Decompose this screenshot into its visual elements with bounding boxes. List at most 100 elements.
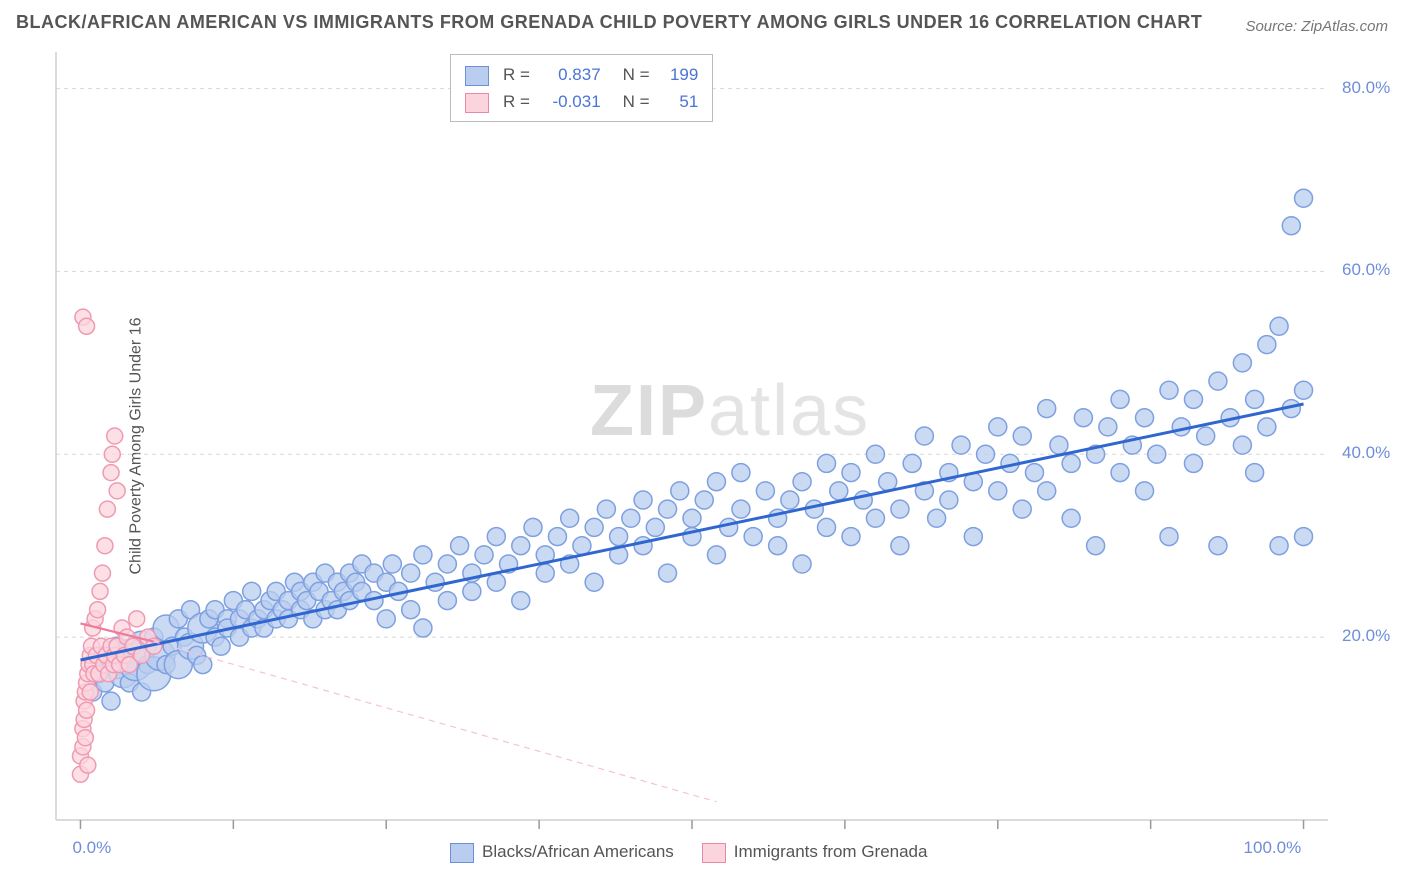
data-point [1160, 381, 1178, 399]
data-point [77, 730, 93, 746]
data-point [512, 537, 530, 555]
data-point [915, 427, 933, 445]
data-point [964, 528, 982, 546]
y-tick-label: 80.0% [1342, 78, 1390, 98]
data-point [1246, 390, 1264, 408]
data-point [475, 546, 493, 564]
data-point [377, 610, 395, 628]
data-point [866, 509, 884, 527]
data-point [842, 528, 860, 546]
scatter-plot [0, 0, 1406, 892]
data-point [818, 454, 836, 472]
data-point [536, 564, 554, 582]
data-point [107, 428, 123, 444]
data-point [1209, 537, 1227, 555]
data-point [1184, 390, 1202, 408]
data-point [129, 611, 145, 627]
data-point [1270, 317, 1288, 335]
data-point [1111, 464, 1129, 482]
legend-swatch [702, 843, 726, 863]
data-point [793, 473, 811, 491]
data-point [1013, 427, 1031, 445]
data-point [99, 501, 115, 517]
data-point [903, 454, 921, 472]
data-point [1013, 500, 1031, 518]
r-value: 0.837 [535, 61, 601, 88]
correlation-row: R = -0.031 N = 51 [465, 88, 698, 115]
data-point [1258, 418, 1276, 436]
data-point [866, 445, 884, 463]
n-label: N = [623, 92, 650, 111]
data-point [97, 538, 113, 554]
data-point [1062, 509, 1080, 527]
trend-line [80, 404, 1303, 660]
data-point [194, 656, 212, 674]
data-point [793, 555, 811, 573]
data-point [109, 483, 125, 499]
trend-line-extrapolated [154, 642, 717, 802]
data-point [1295, 528, 1313, 546]
n-value: 51 [654, 88, 698, 115]
data-point [414, 546, 432, 564]
x-tick-label: 0.0% [72, 838, 111, 858]
data-point [561, 509, 579, 527]
data-point [1148, 445, 1166, 463]
data-point [683, 509, 701, 527]
data-point [597, 500, 615, 518]
legend-label: Blacks/African Americans [482, 842, 674, 861]
data-point [671, 482, 689, 500]
n-value: 199 [654, 61, 698, 88]
data-point [94, 565, 110, 581]
data-point [891, 500, 909, 518]
data-point [1197, 427, 1215, 445]
n-label: N = [623, 65, 650, 84]
data-point [732, 500, 750, 518]
data-point [707, 546, 725, 564]
data-point [438, 592, 456, 610]
data-point [1184, 454, 1202, 472]
y-tick-label: 40.0% [1342, 443, 1390, 463]
data-point [573, 537, 591, 555]
data-point [1246, 464, 1264, 482]
data-point [952, 436, 970, 454]
data-point [79, 318, 95, 334]
data-point [830, 482, 848, 500]
data-point [585, 573, 603, 591]
data-point [1050, 436, 1068, 454]
data-point [487, 573, 505, 591]
data-point [1136, 409, 1154, 427]
data-point [402, 601, 420, 619]
data-point [548, 528, 566, 546]
data-point [818, 518, 836, 536]
data-point [891, 537, 909, 555]
data-point [92, 583, 108, 599]
data-point [720, 518, 738, 536]
data-point [1062, 454, 1080, 472]
data-point [90, 602, 106, 618]
data-point [659, 500, 677, 518]
x-tick-label: 100.0% [1244, 838, 1302, 858]
correlation-row: R = 0.837 N = 199 [465, 61, 698, 88]
data-point [212, 637, 230, 655]
data-point [977, 445, 995, 463]
series-swatch [465, 93, 489, 113]
r-value: -0.031 [535, 88, 601, 115]
data-point [989, 418, 1007, 436]
data-point [451, 537, 469, 555]
data-point [610, 528, 628, 546]
data-point [1258, 336, 1276, 354]
data-point [1099, 418, 1117, 436]
data-point [732, 464, 750, 482]
data-point [769, 537, 787, 555]
data-point [756, 482, 774, 500]
data-point [82, 684, 98, 700]
legend-label: Immigrants from Grenada [734, 842, 928, 861]
r-label: R = [503, 65, 530, 84]
data-point [622, 509, 640, 527]
y-tick-label: 60.0% [1342, 260, 1390, 280]
data-point [928, 509, 946, 527]
series-swatch [465, 66, 489, 86]
data-point [1038, 400, 1056, 418]
r-label: R = [503, 92, 530, 111]
data-point [463, 582, 481, 600]
